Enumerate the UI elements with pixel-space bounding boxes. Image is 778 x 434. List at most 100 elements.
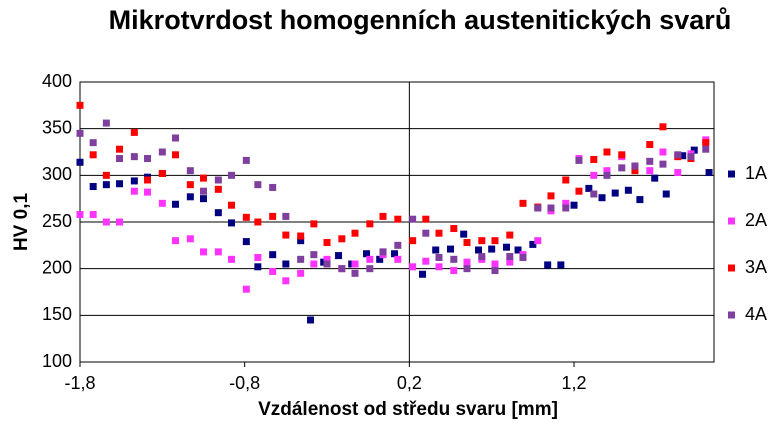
point	[323, 255, 331, 263]
point	[506, 253, 514, 261]
point	[200, 187, 208, 195]
point	[363, 250, 371, 258]
point	[674, 151, 682, 159]
point	[659, 148, 667, 156]
x-tick-label: -0,8	[229, 373, 260, 393]
point	[269, 267, 277, 275]
point	[76, 211, 84, 219]
point	[590, 155, 598, 163]
legend-marker	[728, 311, 735, 319]
point	[618, 151, 626, 159]
point	[702, 139, 710, 147]
point	[603, 148, 611, 156]
point	[646, 157, 654, 165]
point	[570, 201, 578, 209]
y-tick-label: 200	[42, 257, 72, 277]
point	[506, 258, 514, 266]
point	[447, 245, 455, 253]
point	[679, 152, 687, 160]
point	[376, 255, 384, 263]
y-tick-label: 350	[42, 117, 72, 137]
point	[394, 255, 402, 263]
point	[662, 190, 670, 198]
point	[646, 141, 654, 149]
y-tick-label: 100	[42, 351, 72, 371]
point	[158, 148, 166, 156]
point	[351, 269, 359, 277]
point	[282, 260, 290, 268]
point	[338, 235, 346, 243]
point	[409, 215, 417, 223]
legend-marker	[728, 170, 735, 178]
point	[432, 246, 440, 254]
point	[394, 241, 402, 249]
point	[394, 215, 402, 223]
y-axis-label: HV 0,1	[11, 193, 32, 252]
point	[242, 156, 250, 164]
point	[310, 260, 318, 268]
plot-frame	[79, 81, 715, 363]
point	[534, 204, 542, 212]
point	[228, 219, 236, 227]
point	[323, 239, 331, 247]
legend-label: 1A	[745, 163, 767, 183]
point	[366, 220, 374, 228]
point	[172, 134, 180, 142]
point	[603, 167, 611, 175]
point	[674, 169, 682, 177]
point	[200, 174, 208, 182]
point	[419, 270, 427, 278]
point	[282, 277, 290, 285]
point	[422, 215, 430, 223]
point	[254, 181, 262, 189]
point	[491, 260, 499, 268]
point	[422, 257, 430, 265]
point	[102, 181, 110, 189]
point	[172, 151, 180, 159]
point	[463, 258, 471, 266]
point	[659, 160, 667, 168]
point	[409, 263, 417, 271]
point	[529, 240, 537, 248]
point	[366, 255, 374, 263]
point	[116, 155, 124, 163]
x-tick-label: -1,8	[64, 373, 95, 393]
point	[488, 245, 496, 253]
point	[705, 169, 713, 177]
point	[307, 316, 315, 324]
point	[460, 230, 468, 238]
point	[186, 167, 194, 175]
point	[391, 250, 399, 258]
point	[636, 196, 644, 204]
point	[102, 119, 110, 127]
point	[144, 155, 152, 163]
point	[435, 253, 443, 261]
point	[130, 128, 138, 136]
point	[130, 177, 138, 185]
point	[269, 251, 277, 259]
point	[450, 255, 458, 263]
point	[282, 212, 290, 220]
point	[310, 220, 318, 228]
point	[89, 139, 97, 147]
point	[200, 248, 208, 256]
point	[228, 255, 236, 263]
point	[562, 176, 570, 184]
x-tick-label: 1,2	[562, 373, 587, 393]
point	[631, 162, 639, 170]
point	[544, 261, 552, 269]
point	[514, 246, 522, 254]
point	[598, 194, 606, 202]
point	[89, 211, 97, 219]
point	[214, 248, 222, 256]
y-tick-label: 300	[42, 164, 72, 184]
point	[214, 185, 222, 193]
point	[89, 183, 97, 191]
point	[585, 184, 593, 192]
y-tick-label: 400	[42, 71, 72, 91]
point	[519, 253, 527, 261]
point	[242, 285, 250, 293]
point	[435, 263, 443, 271]
